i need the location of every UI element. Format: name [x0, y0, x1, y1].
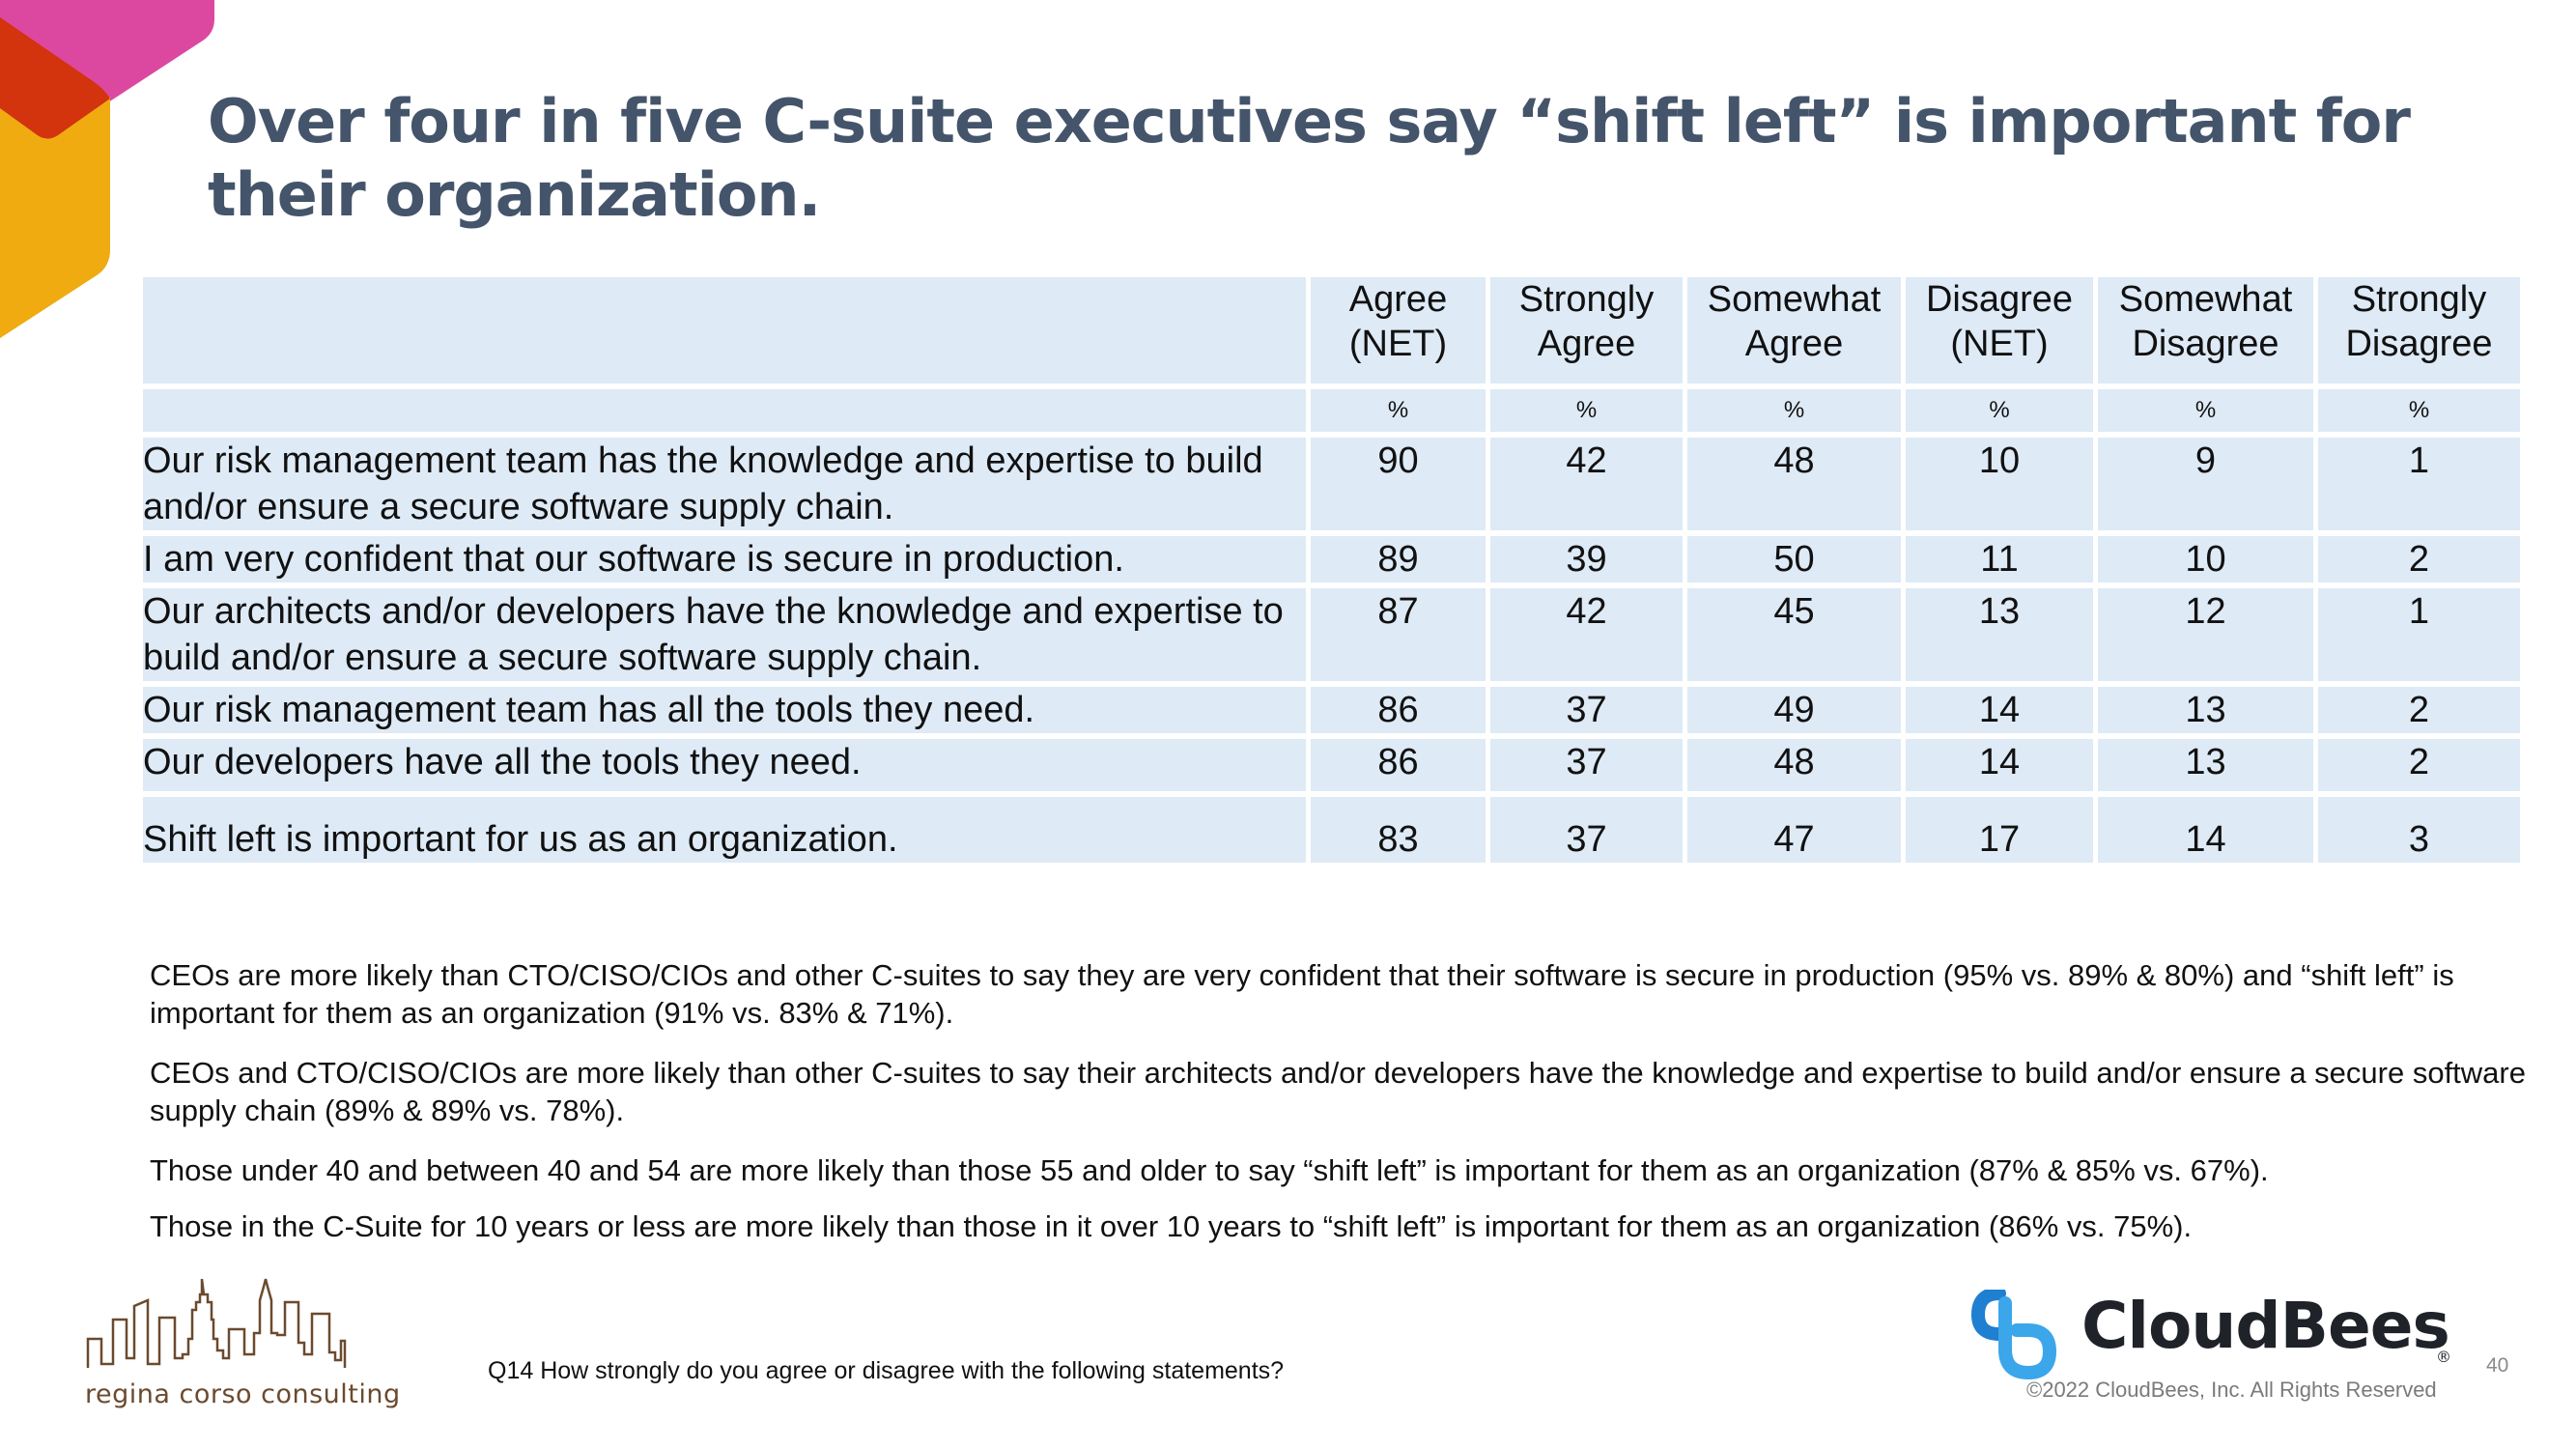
unit-cell: %: [1687, 389, 1901, 432]
header-line: Somewhat: [2118, 279, 2293, 320]
value-cell: 2: [2318, 536, 2520, 582]
value-cell: 37: [1490, 797, 1683, 863]
value-cell: 1: [2318, 588, 2520, 681]
statement-cell: Shift left is important for us as an org…: [143, 797, 1306, 863]
value-cell: 42: [1490, 438, 1683, 530]
value-cell: 48: [1687, 739, 1901, 791]
value-cell: 48: [1687, 438, 1901, 530]
table-row: I am very confident that our software is…: [143, 536, 2520, 582]
statement-column-header: [143, 277, 1306, 384]
finding-note: Those in the C-Suite for 10 years or les…: [150, 1209, 2193, 1243]
copyright-text: ©2022 CloudBees, Inc. All Rights Reserve…: [2026, 1378, 2437, 1402]
value-cell: 50: [1687, 536, 1901, 582]
statement-cell: Our risk management team has the knowled…: [143, 438, 1306, 530]
value-cell: 10: [1906, 438, 2093, 530]
value-cell: 13: [1906, 588, 2093, 681]
table-row: Our risk management team has all the too…: [143, 687, 2520, 733]
unit-cell: %: [2318, 389, 2520, 432]
column-header-somewhat-disagree: Somewhat Disagree: [2098, 277, 2313, 384]
table-row: Our architects and/or developers have th…: [143, 588, 2520, 681]
value-cell: 86: [1311, 687, 1486, 733]
city-skyline-icon: [86, 1278, 347, 1368]
unit-row: % % % % % %: [143, 389, 2520, 432]
statement-cell: Our developers have all the tools they n…: [143, 739, 1306, 791]
column-header-disagree-net: Disagree (NET): [1906, 277, 2093, 384]
value-cell: 13: [2098, 687, 2313, 733]
table-row: Our risk management team has the knowled…: [143, 438, 2520, 530]
value-cell: 13: [2098, 739, 2313, 791]
finding-note: Those under 40 and between 40 and 54 are…: [150, 1153, 2269, 1187]
header-line: Agree: [1744, 324, 1844, 364]
value-cell: 37: [1490, 687, 1683, 733]
value-cell: 17: [1906, 797, 2093, 863]
value-cell: 87: [1311, 588, 1486, 681]
column-header-strongly-agree: Strongly Agree: [1490, 277, 1683, 384]
statement-cell: Our architects and/or developers have th…: [143, 588, 1306, 681]
table-row: Shift left is important for us as an org…: [143, 797, 2520, 863]
column-header-somewhat-agree: Somewhat Agree: [1687, 277, 1901, 384]
slide-title: Over four in five C-suite executives say…: [208, 86, 2411, 230]
value-cell: 2: [2318, 687, 2520, 733]
value-cell: 14: [2098, 797, 2313, 863]
survey-question-footnote: Q14 How strongly do you agree or disagre…: [488, 1357, 1285, 1384]
header-line: Strongly: [2351, 279, 2487, 320]
value-cell: 14: [1906, 687, 2093, 733]
statement-cell: I am very confident that our software is…: [143, 536, 1306, 582]
unit-cell-empty: [143, 389, 1306, 432]
value-cell: 2: [2318, 739, 2520, 791]
finding-note: CEOs and CTO/CISO/CIOs are more likely t…: [150, 1056, 2526, 1127]
value-cell: 45: [1687, 588, 1901, 681]
value-cell: 3: [2318, 797, 2520, 863]
column-header-strongly-disagree: Strongly Disagree: [2318, 277, 2520, 384]
unit-cell: %: [1490, 389, 1683, 432]
column-header-agree-net: Agree (NET): [1311, 277, 1486, 384]
finding-note: CEOs are more likely than CTO/CISO/CIOs …: [150, 958, 2454, 1030]
value-cell: 11: [1906, 536, 2093, 582]
registered-mark: ®: [2436, 1348, 2451, 1366]
header-line: (NET): [1348, 324, 1448, 364]
header-line: Strongly: [1518, 279, 1655, 320]
unit-cell: %: [1906, 389, 2093, 432]
value-cell: 37: [1490, 739, 1683, 791]
value-cell: 90: [1311, 438, 1486, 530]
value-cell: 42: [1490, 588, 1683, 681]
value-cell: 1: [2318, 438, 2520, 530]
value-cell: 10: [2098, 536, 2313, 582]
header-line: (NET): [1950, 324, 2049, 364]
corner-decoration-icon: [0, 0, 214, 338]
header-line: Agree: [1537, 324, 1636, 364]
unit-cell: %: [2098, 389, 2313, 432]
header-line: Disagree: [1925, 279, 2074, 320]
header-line: Somewhat: [1707, 279, 1882, 320]
value-cell: 39: [1490, 536, 1683, 582]
value-cell: 47: [1687, 797, 1901, 863]
survey-results-table: Agree (NET) Strongly Agree Somewhat Agree D…: [138, 271, 2525, 868]
cloudbees-cb-icon: [1970, 1290, 2057, 1380]
header-line: Agree: [1348, 279, 1448, 320]
value-cell: 89: [1311, 536, 1486, 582]
value-cell: 9: [2098, 438, 2313, 530]
header-line: Disagree: [2345, 324, 2493, 364]
cloudbees-wordmark: CloudBees: [2081, 1289, 2450, 1363]
table-row: Our developers have all the tools they n…: [143, 739, 2520, 791]
value-cell: 49: [1687, 687, 1901, 733]
page-number: 40: [2486, 1354, 2509, 1377]
rcc-logo-text: regina corso consulting: [85, 1379, 401, 1409]
table-header-row: Agree (NET) Strongly Agree Somewhat Agree D…: [143, 277, 2520, 384]
value-cell: 83: [1311, 797, 1486, 863]
value-cell: 12: [2098, 588, 2313, 681]
value-cell: 86: [1311, 739, 1486, 791]
unit-cell: %: [1311, 389, 1486, 432]
findings-notes: CEOs are more likely than CTO/CISO/CIOs …: [150, 956, 2526, 1267]
statement-cell: Our risk management team has all the too…: [143, 687, 1306, 733]
header-line: Disagree: [2132, 324, 2279, 364]
value-cell: 14: [1906, 739, 2093, 791]
